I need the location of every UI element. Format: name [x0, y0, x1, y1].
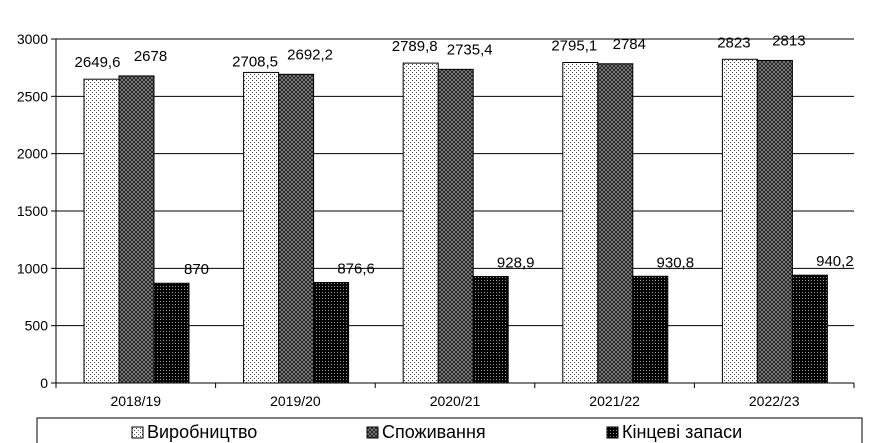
x-tick-label: 2022/23	[749, 393, 800, 409]
y-tick-label: 2500	[17, 88, 48, 104]
data-label: 2789,8	[392, 38, 438, 55]
data-label: 2649,6	[75, 54, 121, 71]
legend-swatch	[366, 426, 379, 439]
bar	[562, 61, 599, 384]
x-tick-label: 2020/21	[430, 393, 481, 409]
data-label: 2813	[772, 32, 805, 49]
bar	[313, 281, 350, 384]
y-tick-label: 500	[25, 318, 49, 334]
bar	[243, 71, 280, 384]
y-tick-label: 0	[40, 375, 48, 391]
legend-label: Споживання	[382, 422, 486, 442]
legend-label: Виробництво	[147, 422, 257, 442]
data-label: 940,2	[816, 253, 854, 270]
legend-swatch	[131, 426, 144, 439]
bar	[153, 282, 190, 384]
bar	[756, 59, 793, 384]
bar	[472, 275, 509, 384]
bar	[278, 73, 315, 384]
x-tick-label: 2021/22	[589, 393, 640, 409]
bar	[402, 62, 439, 384]
data-label: 2692,2	[287, 46, 333, 63]
data-label: 930,8	[657, 254, 695, 271]
bar	[721, 58, 758, 384]
data-label: 2678	[134, 48, 167, 65]
legend-box	[36, 417, 863, 443]
data-label: 2708,5	[232, 53, 278, 70]
bar	[597, 63, 634, 384]
x-tick-label: 2019/20	[270, 393, 321, 409]
data-labels: 2649,6 2708,5 2789,8 2795,1 2823 2678 2692,2 27…	[75, 32, 854, 278]
y-tick-label: 2000	[17, 146, 48, 162]
y-tick-label: 3000	[17, 31, 48, 47]
x-tick-label: 2018/19	[110, 393, 161, 409]
axes: 0 500 1000 1500 2000 2500 3000 2018/19 2019/20 20…	[17, 31, 855, 409]
bars	[83, 58, 828, 384]
bar	[118, 75, 155, 384]
data-label: 2784	[613, 36, 646, 53]
bar	[83, 78, 120, 384]
y-tick-label: 1000	[17, 260, 48, 276]
data-label: 2735,4	[447, 41, 493, 58]
bar	[632, 275, 669, 384]
legend-swatch	[606, 426, 619, 439]
data-label: 876,6	[337, 260, 375, 277]
data-label: 928,9	[497, 254, 535, 271]
legend: Виробництво Споживання Кінцеві запаси	[36, 417, 863, 443]
bar	[791, 274, 828, 384]
legend-label: Кінцеві запаси	[622, 422, 742, 442]
data-label: 870	[184, 261, 209, 278]
data-label: 2823	[717, 34, 750, 51]
bar	[437, 68, 474, 384]
y-tick-label: 1500	[17, 203, 48, 219]
data-label: 2795,1	[551, 37, 597, 54]
